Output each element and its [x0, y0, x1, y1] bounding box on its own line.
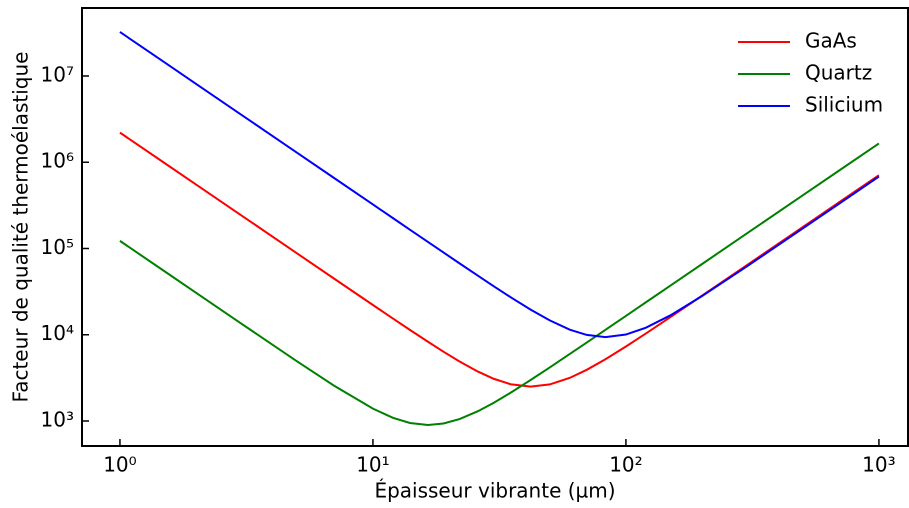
legend-label: Silicium [805, 93, 883, 117]
line [119, 31, 880, 339]
plot-frame [81, 7, 909, 447]
x-tick-label: 10³ [862, 453, 895, 477]
line [119, 131, 880, 388]
y-tick-label: 10³ [41, 407, 74, 431]
y-axis-label: Facteur de qualité thermoélastique [9, 52, 33, 403]
x-tick-label: 10¹ [356, 453, 389, 477]
line [119, 142, 880, 426]
y-tick-label: 10⁴ [41, 321, 74, 345]
x-axis-label: Épaisseur vibrante (µm) [374, 479, 615, 503]
legend-label: GaAs [805, 29, 857, 53]
y-tick-label: 10⁵ [41, 235, 74, 259]
y-tick-label: 10⁷ [41, 62, 74, 86]
x-tick-label: 10⁰ [103, 453, 136, 477]
y-tick-label: 10⁶ [41, 149, 74, 173]
legend-label: Quartz [805, 61, 872, 85]
x-tick-label: 10² [609, 453, 642, 477]
